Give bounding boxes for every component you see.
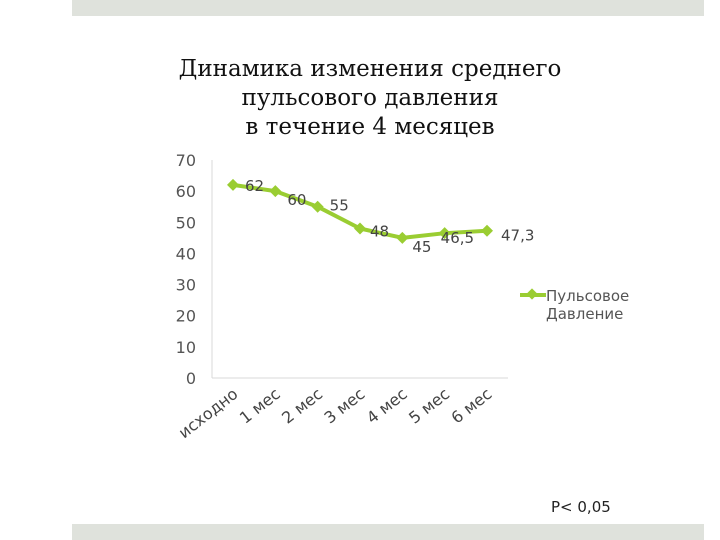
y-tick-label: 10 — [176, 338, 196, 357]
data-label: 47,3 — [501, 227, 534, 245]
data-label: 60 — [287, 191, 306, 209]
y-tick-label: 40 — [176, 244, 196, 263]
data-point — [354, 222, 366, 235]
y-tick-label: 30 — [176, 276, 196, 295]
y-tick-label: 50 — [176, 213, 196, 232]
x-tick-label: 5 мес — [405, 384, 453, 427]
legend-marker-icon — [520, 288, 546, 302]
data-point — [269, 185, 282, 198]
data-label: 46,5 — [441, 229, 474, 247]
data-label: 45 — [412, 238, 431, 256]
legend-label: Пульсовое Давление — [546, 287, 630, 323]
data-point — [438, 227, 451, 240]
chart-title: Динамика изменения среднего пульсового д… — [150, 55, 590, 142]
data-label: 62 — [245, 177, 264, 195]
x-tick-label: 6 мес — [448, 384, 496, 427]
x-tick-label: 2 мес — [278, 384, 326, 427]
data-label: 55 — [330, 197, 349, 215]
chart-title-line-3: в течение 4 месяцев — [245, 114, 495, 140]
data-point — [311, 200, 324, 213]
chart-title-line-2: пульсового давления — [241, 85, 499, 111]
y-tick-label: 0 — [186, 369, 196, 388]
series-points — [227, 178, 493, 244]
x-tick-label: 3 мес — [321, 384, 369, 427]
chart-title-line-1: Динамика изменения среднего — [178, 56, 562, 82]
x-tick-label: 1 мес — [236, 384, 284, 427]
p-value-annotation: P< 0,05 — [551, 498, 611, 516]
x-tick-label: исходно — [175, 384, 242, 442]
y-axis-ticks: 0 10 20 30 40 50 60 70 — [176, 151, 196, 388]
data-point — [481, 224, 493, 237]
y-tick-label: 70 — [176, 151, 196, 170]
data-point — [227, 178, 239, 191]
chart-legend: Пульсовое Давление — [520, 287, 656, 323]
data-point — [396, 231, 409, 244]
y-tick-label: 20 — [176, 307, 196, 326]
chart-axes — [211, 160, 508, 379]
x-tick-label: 4 мес — [363, 384, 411, 427]
y-tick-label: 60 — [176, 182, 196, 201]
bottom-decor-bar — [72, 524, 704, 540]
data-label: 48 — [370, 223, 389, 241]
top-decor-bar — [72, 0, 704, 16]
data-labels: 62 60 55 48 45 46,5 47,3 — [245, 177, 534, 256]
